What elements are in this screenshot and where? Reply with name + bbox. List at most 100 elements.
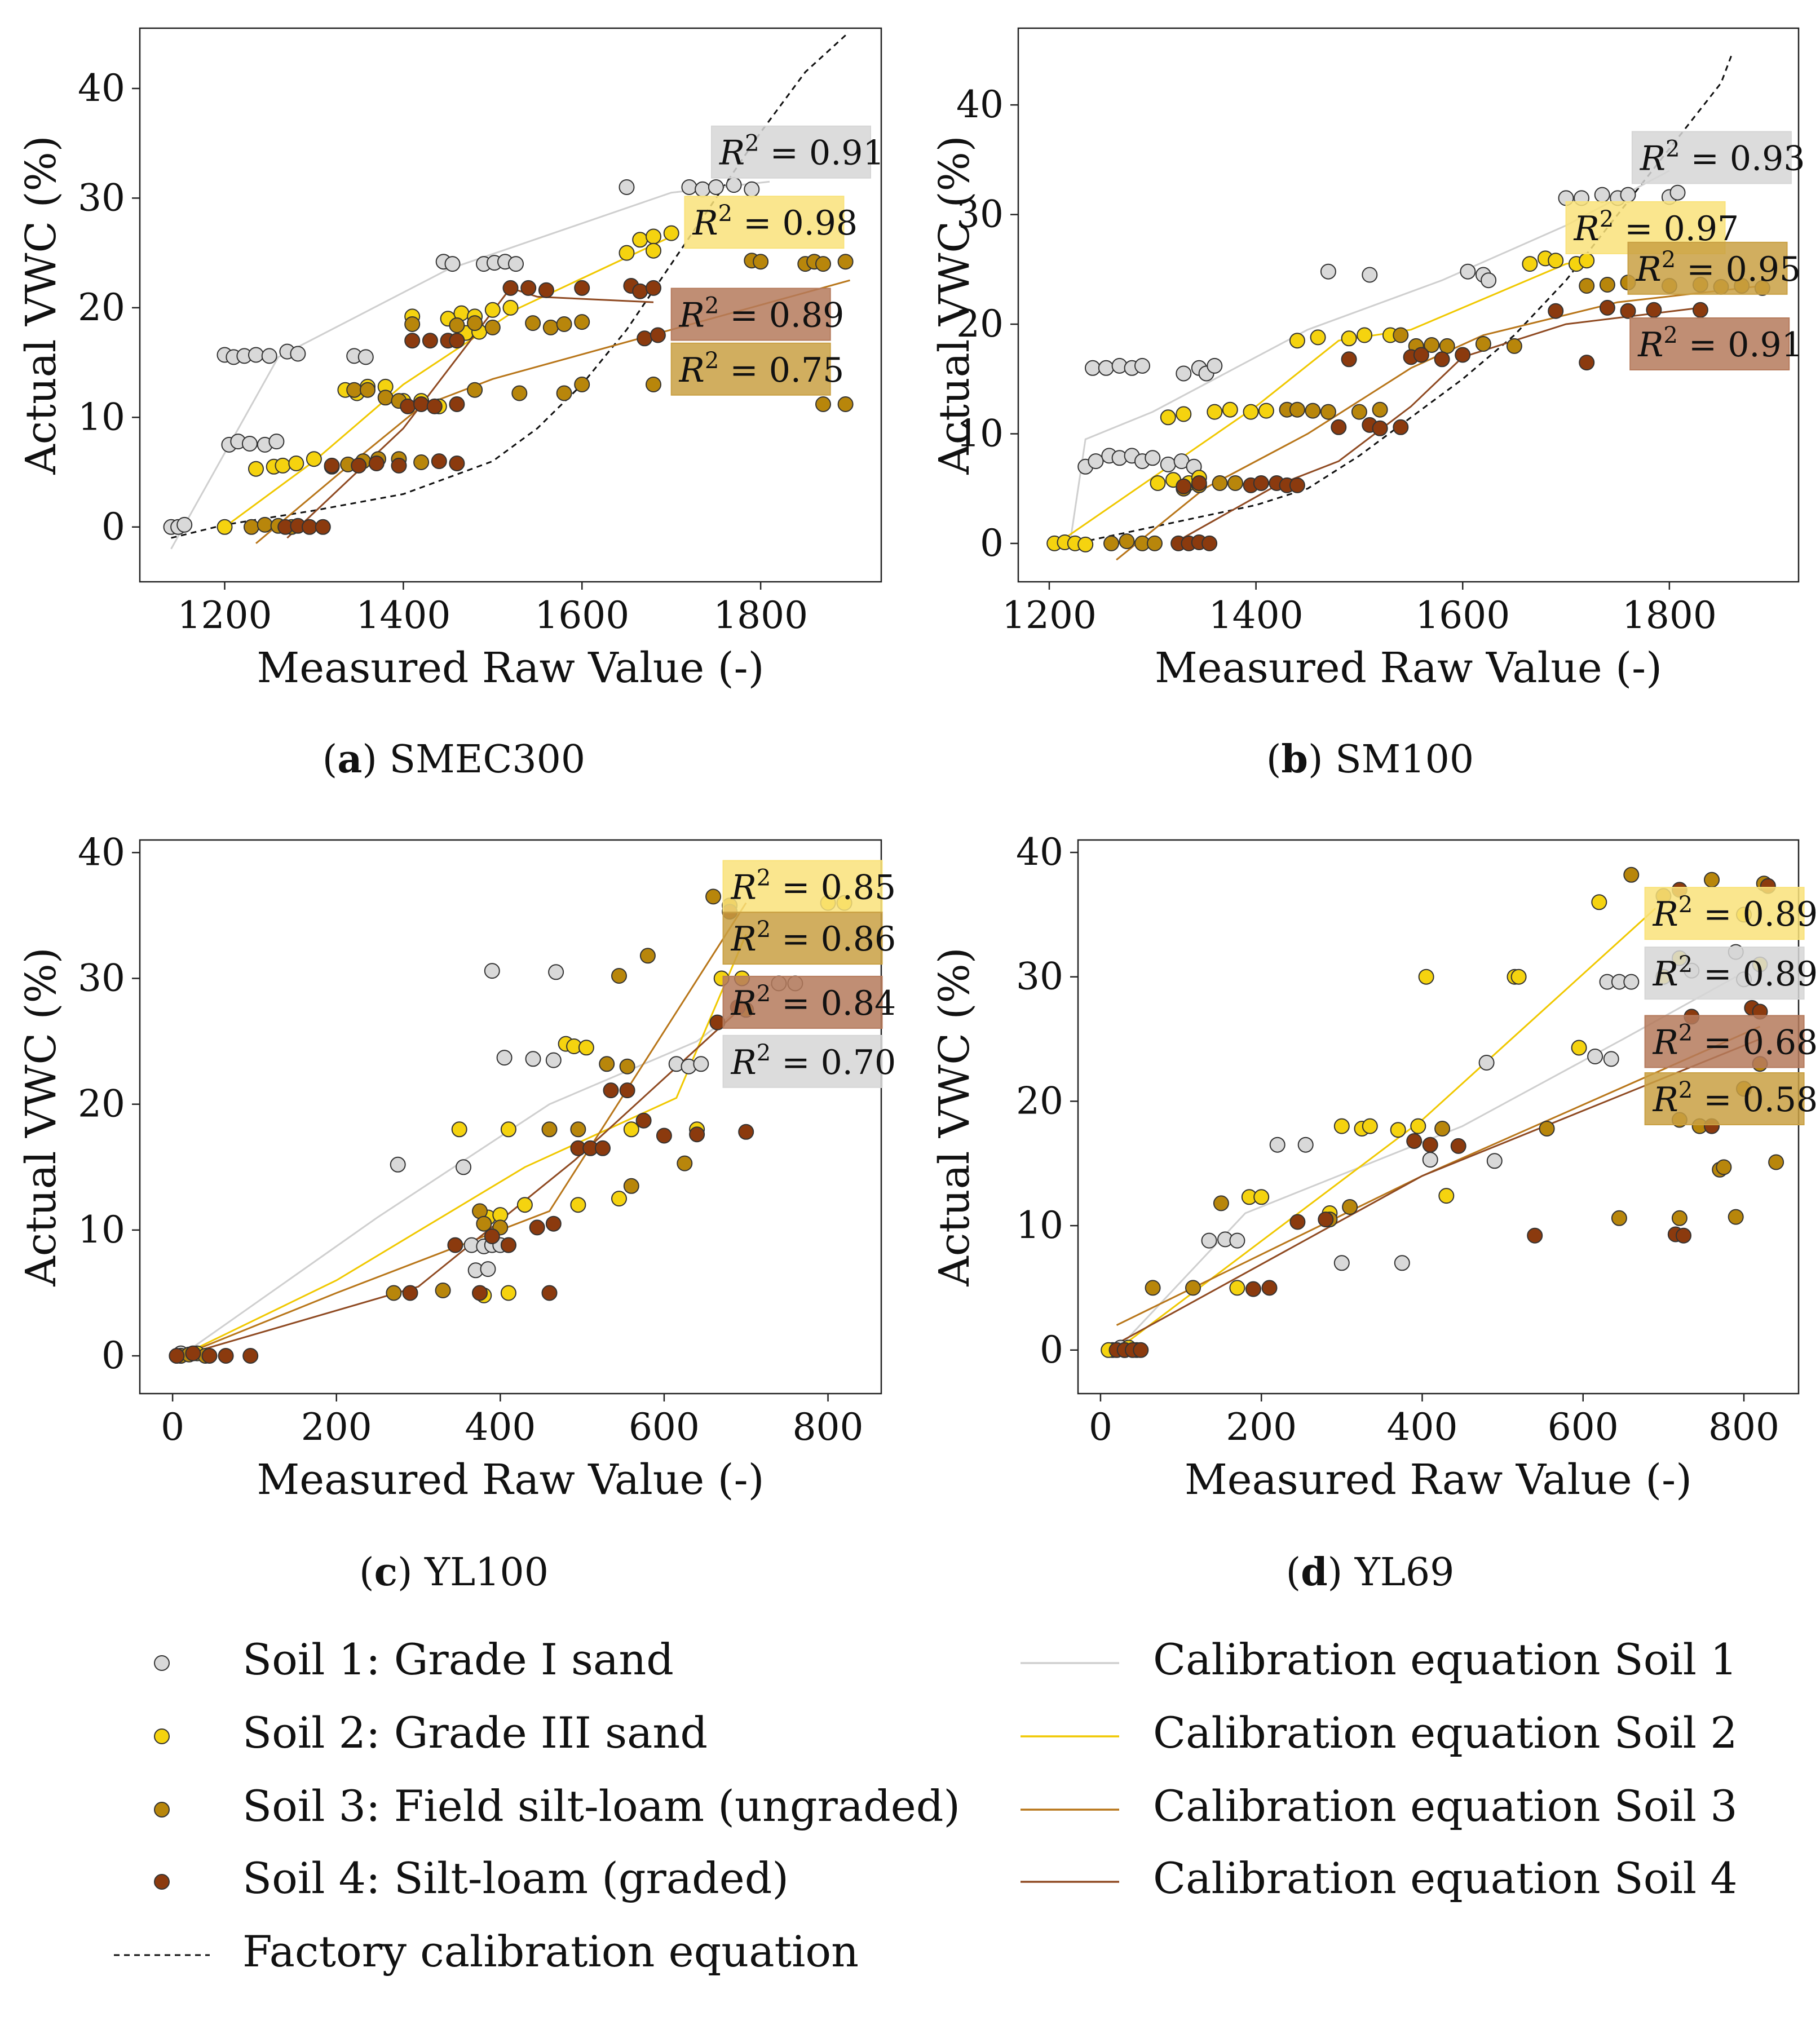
point-soil-4	[315, 519, 331, 535]
point-soil-3	[639, 948, 656, 964]
point-soil-1	[1422, 1152, 1438, 1168]
point-soil-3	[449, 317, 465, 333]
point-soil-4	[603, 1082, 619, 1099]
point-soil-1	[1269, 1137, 1286, 1153]
point-soil-4	[738, 1124, 754, 1140]
x-tick-label: 400	[1386, 1405, 1457, 1449]
point-soil-1	[261, 348, 277, 364]
point-soil-1	[1176, 365, 1192, 382]
r2-label: R2 = 0.95	[1636, 247, 1801, 289]
point-soil-3	[574, 314, 590, 330]
point-soil-1	[1478, 1055, 1495, 1071]
point-soil-3	[1611, 1210, 1627, 1226]
point-soil-4	[500, 1237, 516, 1253]
point-soil-3	[619, 1058, 635, 1075]
point-soil-3	[541, 1121, 558, 1138]
point-soil-2	[623, 1121, 639, 1138]
y-tick-label: 30	[1016, 955, 1063, 998]
legend: Soil 1: Grade I sand Soil 2: Grade III sa…	[114, 1634, 1738, 1977]
r2-annotation-soil-3: R2 = 0.75	[670, 342, 844, 396]
point-soil-3	[1342, 1199, 1358, 1215]
r2-annotation-soil-3: R2 = 0.86	[722, 912, 896, 965]
legend-marker-soil-4	[154, 1874, 170, 1890]
panels: 1200 1400 1600 1800 0 10 20 30 40 Measured Raw Va…	[17, 27, 1818, 1595]
panel-caption: (a) SMEC300	[323, 737, 585, 782]
x-tick-label: 200	[301, 1405, 372, 1449]
legend-label-line-soil-4: Calibration equation Soil 4	[1153, 1853, 1738, 1903]
y-axis-label: Actual VWC (%)	[930, 135, 979, 475]
point-soil-4	[1450, 1138, 1466, 1154]
point-soil-4	[1422, 1137, 1438, 1153]
point-soil-4	[324, 457, 340, 474]
r2-box	[1644, 1015, 1805, 1068]
point-soil-3	[1213, 1195, 1229, 1212]
point-soil-4	[242, 1348, 259, 1364]
point-soil-3	[1119, 533, 1135, 550]
r2-annotation-soil-1: R2 = 0.89	[1644, 947, 1818, 1000]
point-soil-4	[185, 1345, 201, 1361]
panel-c: 0 200 400 600 800 0 10 20 30 40 Measured Raw Value…	[17, 830, 896, 1595]
point-soil-1	[508, 256, 524, 272]
point-soil-1	[1145, 450, 1161, 466]
point-soil-4	[1341, 351, 1357, 368]
point-soil-1	[456, 1159, 471, 1175]
x-tick-label: 1400	[1209, 594, 1304, 637]
point-soil-2	[646, 228, 661, 245]
r2-box	[722, 860, 883, 913]
point-soil-2	[502, 299, 519, 316]
point-soil-4	[1646, 302, 1662, 318]
point-soil-2	[1333, 1118, 1350, 1134]
point-soil-1	[241, 436, 258, 452]
y-tick-label: 10	[1016, 1204, 1063, 1247]
point-soil-4	[619, 1082, 635, 1099]
point-soil-4	[1406, 1133, 1423, 1149]
point-soil-3	[623, 1178, 639, 1194]
r2-box	[1629, 317, 1790, 371]
point-soil-4	[1176, 478, 1192, 494]
point-soil-3	[1475, 336, 1491, 352]
axes-frame	[139, 839, 882, 1395]
point-soil-2	[632, 232, 648, 248]
r2-label: R2 = 0.58	[1653, 1077, 1818, 1120]
r2-label: R2 = 0.68	[1653, 1020, 1818, 1062]
point-soil-2	[1222, 401, 1238, 418]
point-soil-3	[815, 396, 831, 412]
y-axis-label: Actual VWC (%)	[17, 947, 65, 1286]
point-soil-3	[599, 1056, 615, 1072]
point-soil-2	[1229, 1280, 1245, 1296]
point-soil-1	[480, 1261, 496, 1277]
x-tick-label: 400	[465, 1405, 536, 1449]
point-soil-4	[1692, 302, 1708, 318]
point-soil-3	[525, 315, 541, 331]
point-soil-3	[1716, 1159, 1732, 1175]
point-soil-4	[574, 280, 590, 296]
point-soil-1	[693, 1056, 709, 1072]
r2-label: R2 = 0.91	[1637, 322, 1803, 365]
point-soil-2	[1579, 253, 1595, 269]
point-soil-4	[169, 1348, 185, 1364]
point-soil-3	[346, 382, 363, 398]
point-soil-4	[538, 282, 554, 298]
r2-annotation-soil-2: R2 = 0.85	[722, 860, 896, 913]
point-soil-4	[595, 1140, 611, 1156]
point-soil-3	[1671, 1210, 1688, 1226]
point-soil-1	[726, 177, 742, 193]
r2-annotation-soil-4: R2 = 0.89	[670, 288, 844, 341]
x-tick-label: 1200	[1002, 594, 1097, 637]
point-soil-2	[217, 519, 233, 535]
r2-label: R2 = 0.98	[692, 201, 858, 243]
legend-marker-soil-1	[154, 1655, 170, 1671]
point-soil-1	[268, 434, 285, 450]
point-soil-4	[1579, 355, 1595, 371]
point-soil-3	[705, 888, 722, 905]
y-tick-label: 10	[78, 395, 125, 439]
point-soil-1	[1333, 1255, 1350, 1271]
point-soil-4	[635, 1112, 652, 1129]
point-soil-4	[431, 453, 447, 470]
legend-marker-soil-3	[154, 1802, 170, 1818]
point-soil-3	[511, 385, 528, 401]
point-soil-3	[1147, 535, 1163, 551]
point-soil-1	[390, 1156, 406, 1173]
point-soil-2	[1522, 256, 1538, 272]
point-soil-3	[574, 377, 590, 392]
